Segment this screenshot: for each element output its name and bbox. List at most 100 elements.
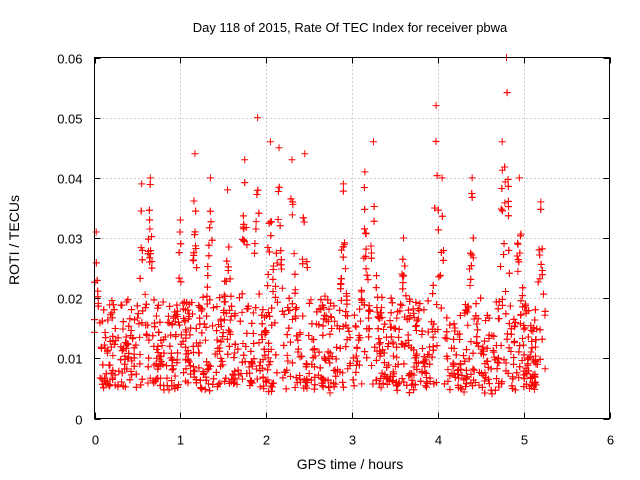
data-point <box>532 336 540 344</box>
data-point <box>342 308 350 316</box>
data-point <box>332 372 340 380</box>
data-point <box>433 342 441 350</box>
data-point <box>109 352 117 360</box>
data-point <box>203 312 211 320</box>
data-point <box>387 294 395 302</box>
data-point <box>227 312 235 320</box>
data-point <box>469 349 477 357</box>
data-point <box>507 348 515 356</box>
data-point <box>249 309 257 317</box>
data-points <box>91 54 549 398</box>
data-point <box>267 217 275 225</box>
data-point <box>251 249 259 257</box>
data-point <box>259 356 267 364</box>
data-point <box>519 284 527 292</box>
data-point <box>156 318 164 326</box>
data-point <box>444 377 452 385</box>
data-point <box>485 380 493 388</box>
data-point <box>506 302 514 310</box>
data-point <box>505 212 513 220</box>
data-point <box>121 360 129 368</box>
data-point <box>244 302 252 310</box>
data-point <box>524 333 532 341</box>
data-point <box>321 292 329 300</box>
data-point <box>432 102 440 110</box>
data-point <box>435 273 443 281</box>
data-point <box>230 354 238 362</box>
data-point <box>100 384 108 392</box>
data-point <box>227 292 235 300</box>
data-point <box>320 311 328 319</box>
data-point <box>238 358 246 366</box>
data-point <box>114 383 122 391</box>
data-point <box>332 355 340 363</box>
data-point <box>115 367 123 375</box>
data-point <box>173 301 181 309</box>
data-point <box>418 327 426 335</box>
data-point <box>105 382 113 390</box>
data-point <box>365 314 373 322</box>
data-point <box>389 352 397 360</box>
data-point <box>493 375 501 383</box>
data-point <box>285 294 293 302</box>
data-point <box>265 388 273 396</box>
data-point <box>364 276 372 284</box>
data-point <box>374 293 382 301</box>
data-point <box>398 375 406 383</box>
data-point <box>243 329 251 337</box>
data-point <box>216 379 224 387</box>
data-point <box>119 318 127 326</box>
data-point <box>268 383 276 391</box>
data-point <box>327 313 335 321</box>
data-point <box>213 327 221 335</box>
data-point <box>389 372 397 380</box>
data-point <box>190 366 198 374</box>
data-point <box>495 359 503 367</box>
data-point <box>288 156 296 164</box>
data-point <box>345 327 353 335</box>
data-point <box>510 353 518 361</box>
data-point <box>535 246 543 254</box>
data-point <box>349 376 357 384</box>
data-point <box>491 386 499 394</box>
data-point <box>261 327 269 335</box>
data-point <box>351 322 359 330</box>
data-point <box>181 356 189 364</box>
data-point <box>246 382 254 390</box>
data-point <box>122 333 130 341</box>
data-point <box>497 263 505 271</box>
data-point <box>363 271 371 279</box>
data-point <box>104 316 112 324</box>
data-point <box>221 377 229 385</box>
data-point <box>372 356 380 364</box>
data-point <box>474 326 482 334</box>
data-point <box>239 212 247 220</box>
data-point <box>253 191 261 199</box>
data-point <box>177 240 185 248</box>
y-tick-labels: 0 0.01 0.02 0.03 0.04 0.05 0.06 <box>57 52 82 428</box>
data-point <box>316 364 324 372</box>
data-point <box>266 138 274 146</box>
data-point <box>265 347 273 355</box>
data-point <box>498 301 506 309</box>
x-tick-label: 4 <box>435 433 442 448</box>
data-point <box>144 363 152 371</box>
data-point <box>150 342 158 350</box>
data-point <box>388 376 396 384</box>
data-point <box>209 304 217 312</box>
data-point <box>377 309 385 317</box>
data-point <box>142 300 150 308</box>
data-point <box>265 219 273 227</box>
data-point <box>520 321 528 329</box>
data-point <box>394 360 402 368</box>
data-point <box>105 361 113 369</box>
data-point <box>279 374 287 382</box>
data-point <box>96 319 104 327</box>
data-point <box>224 266 232 274</box>
data-point <box>311 352 319 360</box>
data-point <box>511 318 519 326</box>
data-point <box>362 230 370 238</box>
data-point <box>361 348 369 356</box>
data-point <box>394 308 402 316</box>
data-point <box>372 272 380 280</box>
